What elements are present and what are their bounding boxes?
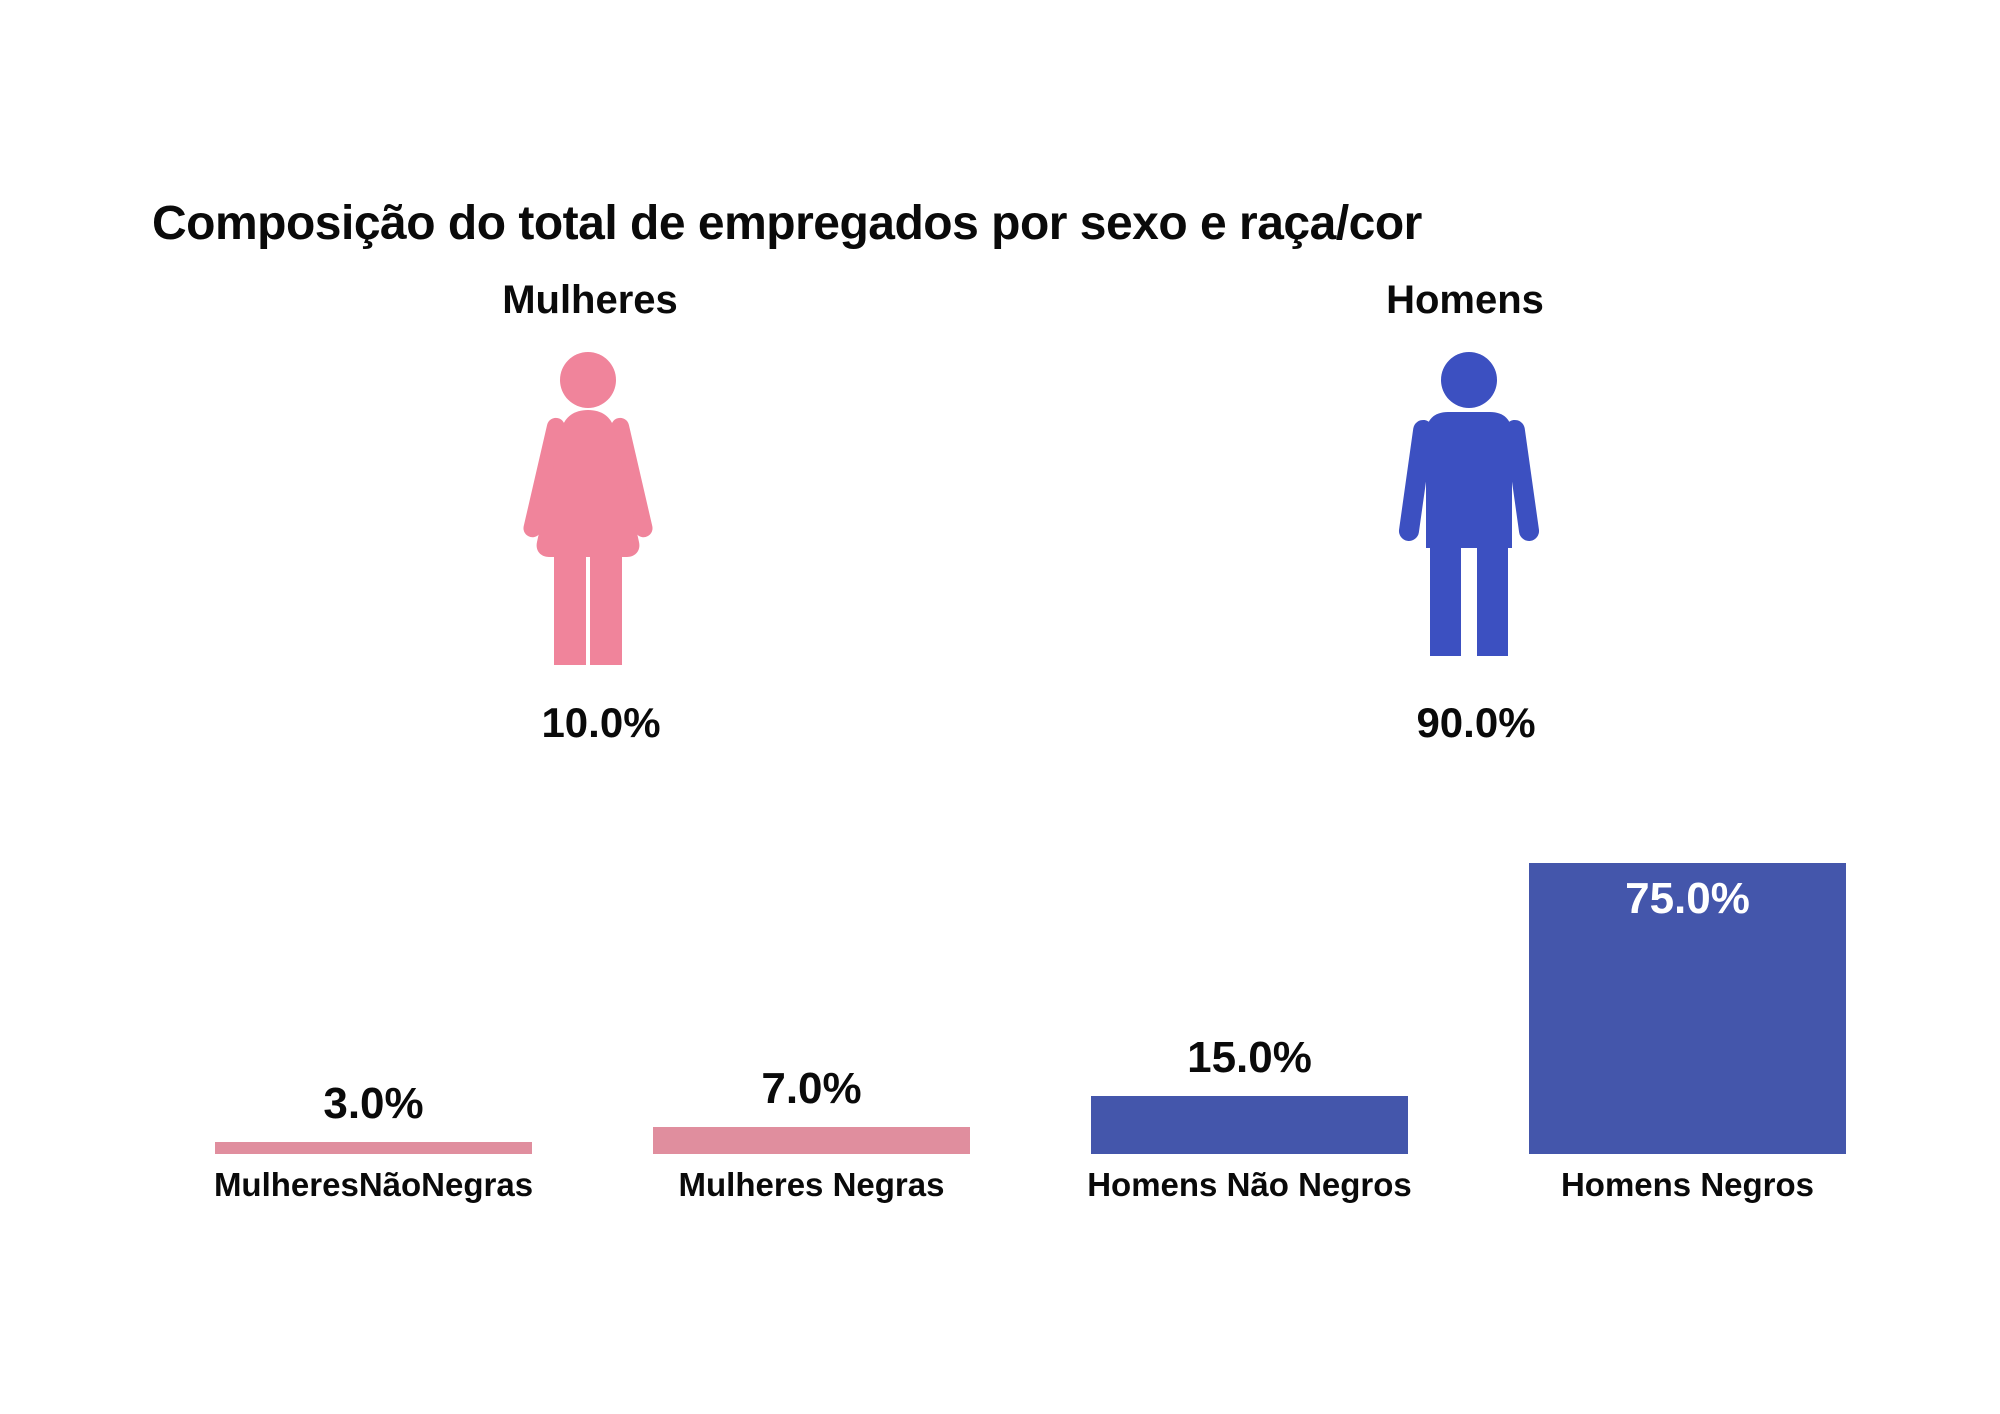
bar-category-label-homens-negros: Homens Negros bbox=[1560, 1166, 1815, 1203]
bar-group-homens-negros: 75.0% Homens Negros bbox=[1529, 863, 1846, 1201]
bar-category-label-mulheres-negras: Mulheres Negras bbox=[678, 1166, 945, 1203]
bar-group-mulheres-negras: 7.0% Mulheres Negras bbox=[653, 1066, 970, 1201]
bar-homens-nao-negros bbox=[1091, 1095, 1408, 1154]
female-percentage-label: 10.0% bbox=[541, 699, 661, 746]
female-person-icon bbox=[523, 352, 653, 665]
bar-value-label-homens-nao-negros: 15.0% bbox=[1187, 1032, 1312, 1082]
bar-homens-negros bbox=[1529, 863, 1846, 1154]
bar-category-label-mulheres-nao-negras: MulheresNãoNegras bbox=[213, 1166, 534, 1203]
bar-mulheres-negras bbox=[653, 1126, 970, 1154]
male-person-icon bbox=[1398, 352, 1540, 656]
male-group-label: Homens bbox=[1386, 278, 1544, 322]
bar-value-label-mulheres-nao-negras: 3.0% bbox=[323, 1079, 424, 1129]
bar-group-mulheres-nao-negras: 3.0% MulheresNãoNegras bbox=[214, 1082, 533, 1201]
chart-title: Composição do total de empregados por se… bbox=[152, 197, 1422, 250]
bar-value-label-mulheres-negras: 7.0% bbox=[761, 1063, 862, 1113]
bar-value-label-homens-negros: 75.0% bbox=[1625, 874, 1750, 923]
female-group-label: Mulheres bbox=[502, 278, 678, 322]
male-percentage-label: 90.0% bbox=[1416, 699, 1536, 746]
bar-category-label-homens-nao-negros: Homens Não Negros bbox=[1087, 1166, 1412, 1203]
bar-group-homens-nao-negros: 15.0% Homens Não Negros bbox=[1087, 1035, 1412, 1201]
bar-chart: 3.0% MulheresNãoNegras 7.0% Mulheres Neg… bbox=[214, 863, 1846, 1201]
bar-mulheres-nao-negras bbox=[215, 1142, 532, 1154]
